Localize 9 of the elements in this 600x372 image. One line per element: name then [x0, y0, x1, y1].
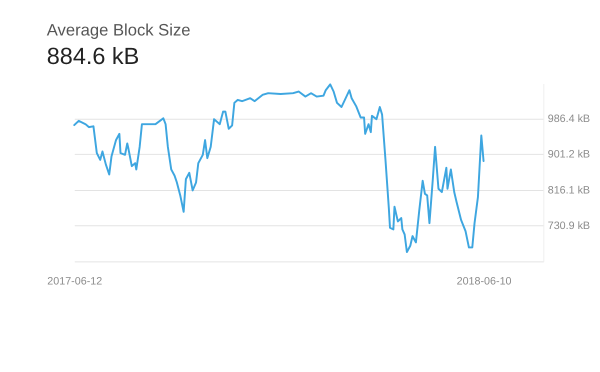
y-tick-label: 816.1 kB: [548, 184, 590, 196]
chart-title: Average Block Size: [46, 20, 190, 40]
x-tick-label: 2018-06-10: [456, 275, 512, 288]
line-series: [73, 83, 485, 254]
chart-subtitle: 884.6 kB: [46, 42, 140, 69]
y-tick-label: 986.4 kB: [548, 113, 590, 125]
y-tick-label: 901.2 kB: [548, 148, 590, 161]
x-tick-label: 2017-06-12: [47, 275, 102, 288]
y-tick-label: 730.9 kB: [548, 220, 590, 232]
